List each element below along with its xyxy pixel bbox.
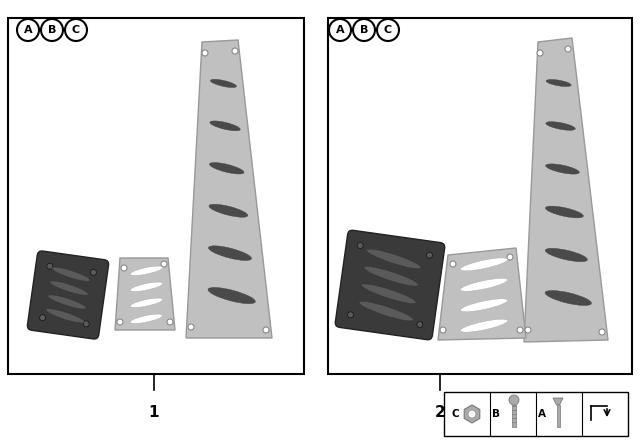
Ellipse shape: [131, 314, 163, 323]
Text: B: B: [492, 409, 500, 419]
Circle shape: [167, 319, 173, 325]
Ellipse shape: [209, 246, 252, 260]
Circle shape: [507, 254, 513, 260]
Ellipse shape: [364, 267, 419, 286]
Circle shape: [348, 312, 353, 318]
Circle shape: [440, 327, 446, 333]
Ellipse shape: [460, 319, 508, 332]
Bar: [512, 405, 516, 427]
Ellipse shape: [50, 281, 88, 295]
Circle shape: [509, 395, 519, 405]
Circle shape: [517, 327, 523, 333]
Ellipse shape: [545, 248, 588, 262]
Circle shape: [417, 322, 423, 327]
Ellipse shape: [209, 163, 244, 174]
Circle shape: [450, 261, 456, 267]
Polygon shape: [438, 248, 526, 340]
Ellipse shape: [209, 204, 248, 217]
Circle shape: [90, 269, 97, 276]
FancyBboxPatch shape: [335, 230, 445, 340]
Text: A: A: [538, 409, 546, 419]
Ellipse shape: [460, 299, 508, 312]
Circle shape: [202, 50, 208, 56]
Polygon shape: [186, 40, 272, 338]
Ellipse shape: [367, 249, 421, 269]
Circle shape: [599, 329, 605, 335]
Polygon shape: [524, 38, 608, 342]
Ellipse shape: [131, 298, 163, 307]
Circle shape: [468, 410, 476, 418]
Circle shape: [121, 265, 127, 271]
Text: A: A: [24, 25, 32, 35]
Bar: [557, 405, 559, 427]
Ellipse shape: [359, 302, 413, 321]
Ellipse shape: [546, 122, 575, 130]
Circle shape: [426, 252, 433, 258]
Circle shape: [232, 48, 238, 54]
Text: C: C: [452, 409, 460, 419]
Text: 1: 1: [148, 405, 159, 420]
Circle shape: [117, 319, 123, 325]
Ellipse shape: [460, 278, 508, 291]
Text: C: C: [72, 25, 80, 35]
Circle shape: [263, 327, 269, 333]
Circle shape: [40, 314, 45, 321]
Ellipse shape: [48, 295, 86, 309]
Text: A: A: [336, 25, 344, 35]
Ellipse shape: [46, 309, 84, 323]
Circle shape: [537, 50, 543, 56]
Ellipse shape: [210, 121, 240, 131]
Circle shape: [188, 324, 194, 330]
Circle shape: [565, 46, 571, 52]
Ellipse shape: [211, 79, 237, 87]
Text: B: B: [48, 25, 56, 35]
Circle shape: [357, 242, 364, 249]
Ellipse shape: [362, 284, 416, 303]
Ellipse shape: [546, 79, 572, 86]
Ellipse shape: [131, 266, 163, 276]
Ellipse shape: [546, 164, 579, 174]
Text: C: C: [384, 25, 392, 35]
Circle shape: [161, 261, 167, 267]
Circle shape: [525, 327, 531, 333]
Polygon shape: [115, 258, 175, 330]
Polygon shape: [553, 398, 563, 405]
Ellipse shape: [545, 206, 584, 218]
Circle shape: [83, 321, 89, 327]
Text: B: B: [360, 25, 368, 35]
Bar: [8, 18, 304, 374]
Bar: [444, 392, 628, 436]
Bar: [328, 18, 632, 374]
FancyBboxPatch shape: [28, 251, 109, 339]
Ellipse shape: [460, 258, 508, 271]
Ellipse shape: [52, 267, 90, 281]
Text: 2: 2: [435, 405, 445, 420]
Ellipse shape: [208, 288, 255, 304]
Circle shape: [47, 263, 53, 269]
Ellipse shape: [545, 290, 591, 306]
Ellipse shape: [131, 282, 163, 292]
